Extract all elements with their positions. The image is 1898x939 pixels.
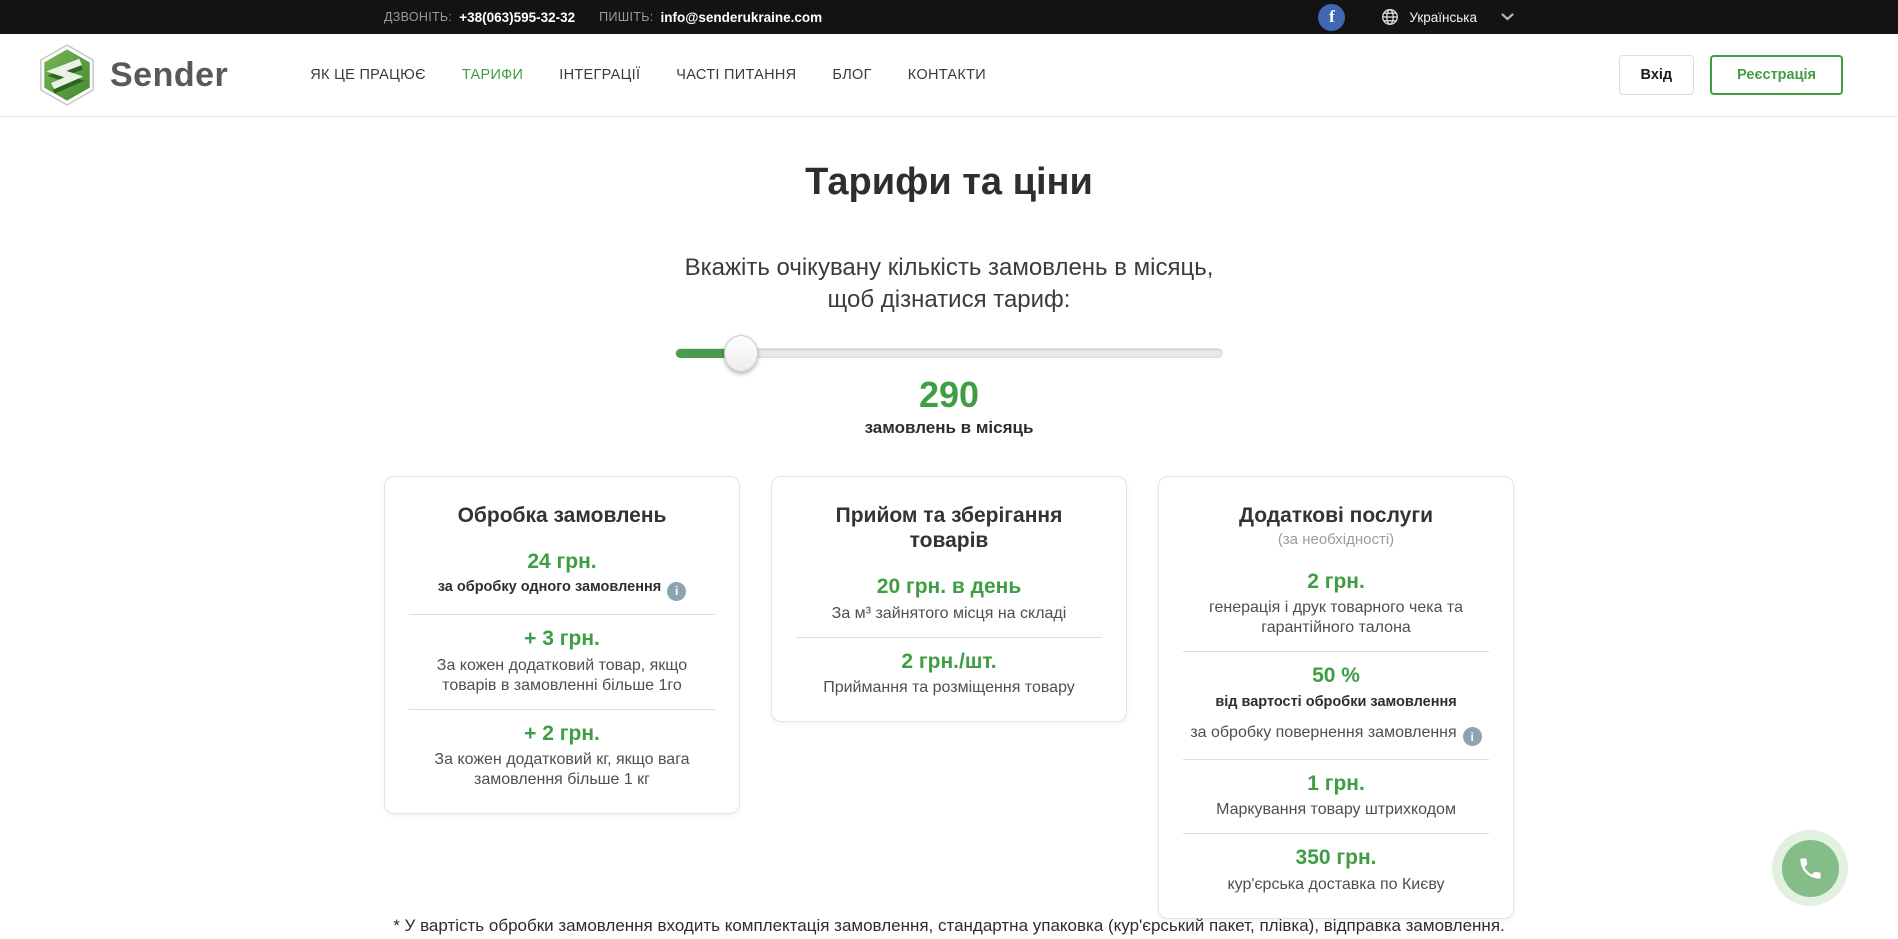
site-header: Sender ЯК ЦЕ ПРАЦЮЄ ТАРИФИ ІНТЕГРАЦІЇ ЧАСТІ…	[0, 34, 1898, 117]
price-extra-description: за обробку повернення замовлення i	[1183, 724, 1489, 747]
price-value: + 3 грн.	[524, 627, 600, 651]
price-value: 350 грн.	[1295, 846, 1377, 870]
nav-item-how-it-works[interactable]: ЯК ЦЕ ПРАЦЮЄ	[310, 67, 426, 83]
card-item: 1 грн. Маркування товару штрихкодом	[1183, 759, 1489, 833]
price-description: кур'єрська доставка по Києву	[1227, 875, 1445, 893]
info-icon[interactable]: i	[667, 582, 687, 602]
price-description: За кожен додатковий товар, якщо товарів …	[436, 656, 688, 694]
phone-icon	[1799, 857, 1821, 879]
orders-count-value: 290	[918, 374, 980, 416]
price-description: за обробку одного замовлення i	[409, 578, 715, 602]
card-items: 24 грн. за обробку одного замовлення i + …	[409, 538, 715, 803]
price-description: від вартості обробки замовлення	[1215, 693, 1457, 710]
facebook-icon[interactable]: f	[1318, 3, 1346, 31]
nav-item-blog[interactable]: БЛОГ	[832, 67, 872, 83]
sender-logo-icon	[40, 44, 94, 106]
card-item: + 2 грн. За кожен додатковий кг, якщо ва…	[409, 708, 715, 803]
pricing-card-additional-services: Додаткові послуги (за необхідності) 2 гр…	[1158, 475, 1514, 919]
slider-prompt: Вкажіть очікувану кількість замовлень в …	[0, 252, 1898, 315]
info-icon[interactable]: i	[1462, 727, 1482, 747]
phone-label: ДЗВОНІТЬ:	[384, 10, 453, 24]
orders-count-label: замовлень в місяць	[864, 417, 1034, 437]
price-value: 20 грн. в день	[876, 575, 1022, 599]
card-item: + 3 грн. За кожен додатковий товар, якщо…	[409, 614, 715, 708]
pricing-page: Тарифи та ціни Вкажіть очікувану кількіс…	[0, 161, 1898, 935]
slider-fill	[676, 349, 742, 359]
price-value: 2 грн.	[1307, 570, 1365, 594]
footnote: * У вартість обробки замовлення входить …	[393, 916, 1505, 935]
pricing-cards: Обробка замовлень 24 грн. за обробку одн…	[0, 475, 1898, 919]
phone-number-link[interactable]: +38(063)595-32-32	[459, 9, 576, 25]
price-description: За кожен додатковий кг, якщо вага замовл…	[434, 750, 690, 788]
card-subtitle: (за необхідності)	[1277, 531, 1395, 549]
card-item: 50 % від вартості обробки замовлення за …	[1183, 651, 1489, 759]
slider-prompt-line1: Вкажіть очікувану кількість замовлень в …	[684, 254, 1214, 281]
main-nav: ЯК ЦЕ ПРАЦЮЄ ТАРИФИ ІНТЕГРАЦІЇ ЧАСТІ ПИТАНН…	[310, 67, 986, 83]
contact-info: ДЗВОНІТЬ: +38(063)595-32-32 ПИШІТЬ: info…	[384, 10, 822, 25]
card-title: Прийом та зберігання товарів	[835, 503, 1063, 553]
card-title: Додаткові послуги	[1238, 503, 1433, 527]
nav-item-tariffs[interactable]: ТАРИФИ	[461, 67, 524, 83]
nav-item-faq[interactable]: ЧАСТІ ПИТАННЯ	[676, 67, 797, 83]
slider-handle[interactable]	[723, 335, 758, 373]
card-item: 24 грн. за обробку одного замовлення i	[409, 538, 715, 614]
phone-fab-button[interactable]	[1772, 830, 1848, 906]
nav-item-contacts[interactable]: КОНТАКТИ	[907, 67, 987, 83]
page-title: Тарифи та ціни	[805, 161, 1093, 203]
card-item: 350 грн. кур'єрська доставка по Києву	[1183, 833, 1489, 907]
price-value: 2 грн./шт.	[901, 649, 997, 673]
brand-name: Sender	[110, 55, 229, 94]
orders-slider[interactable]	[675, 335, 1223, 373]
price-description: За м³ зайнятого місця на складі	[831, 604, 1067, 622]
email-label: ПИШІТЬ:	[599, 10, 654, 24]
price-description: Маркування товару штрихкодом	[1216, 801, 1456, 819]
nav-item-integrations[interactable]: ІНТЕГРАЦІЇ	[559, 67, 641, 83]
slider-prompt-line2: щоб дізнатися тариф:	[827, 285, 1071, 313]
price-value: 24 грн.	[527, 550, 597, 574]
topbar: ДЗВОНІТЬ: +38(063)595-32-32 ПИШІТЬ: info…	[0, 0, 1898, 34]
sender-logo[interactable]: Sender	[38, 44, 228, 106]
price-description: Приймання та розміщення товару	[823, 678, 1075, 696]
register-button[interactable]: Реєстрація	[1710, 55, 1843, 95]
language-selector[interactable]: Українська	[1409, 9, 1477, 25]
card-items: 2 грн. генерація і друк товарного чека т…	[1183, 558, 1489, 907]
card-item: 20 грн. в день За м³ зайнятого місця на …	[796, 563, 1102, 636]
card-item: 2 грн. генерація і друк товарного чека т…	[1183, 558, 1489, 651]
price-description: генерація і друк товарного чека та гаран…	[1209, 599, 1463, 637]
card-items: 20 грн. в день За м³ зайнятого місця на …	[796, 563, 1102, 710]
slider-track[interactable]	[675, 348, 1223, 359]
card-item: 2 грн./шт. Приймання та розміщення товар…	[796, 636, 1102, 711]
pricing-card-receiving-storage: Прийом та зберігання товарів 20 грн. в д…	[771, 475, 1127, 722]
price-value: + 2 грн.	[524, 721, 600, 745]
chevron-down-icon[interactable]	[1501, 13, 1514, 21]
login-button[interactable]: Вхід	[1618, 55, 1695, 95]
price-value: 1 грн.	[1307, 772, 1365, 796]
price-value: 50 %	[1312, 664, 1360, 688]
pricing-card-order-processing: Обробка замовлень 24 грн. за обробку одн…	[384, 475, 740, 814]
card-title: Обробка замовлень	[457, 503, 667, 527]
globe-icon	[1381, 8, 1399, 26]
email-link[interactable]: info@senderukraine.com	[660, 9, 823, 25]
